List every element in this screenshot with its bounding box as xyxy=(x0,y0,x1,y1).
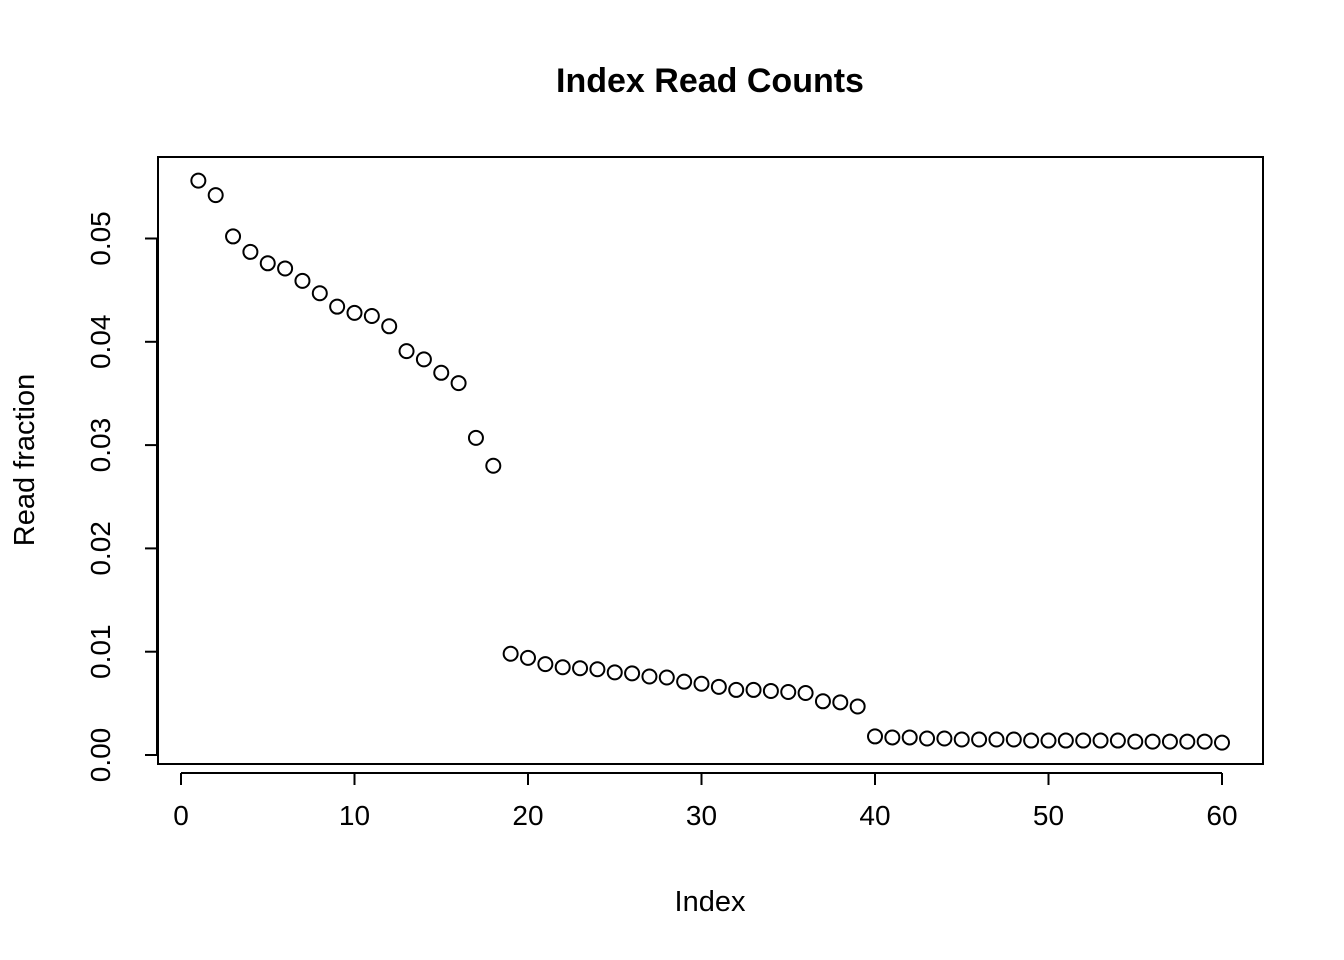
data-point xyxy=(849,698,866,715)
y-axis: 0.00 0.01 0.02 0.03 0.04 0.05 xyxy=(85,211,158,783)
y-tick-label: 0.05 xyxy=(85,211,116,266)
y-tick-label: 0.01 xyxy=(85,624,116,679)
data-point xyxy=(971,731,988,748)
chart-title: Index Read Counts xyxy=(556,62,864,100)
data-point xyxy=(329,298,346,315)
data-point xyxy=(814,693,831,710)
data-point xyxy=(554,659,571,676)
data-point xyxy=(433,364,450,381)
data-point xyxy=(450,375,467,392)
data-point xyxy=(1075,732,1092,749)
x-tick-label: 60 xyxy=(1206,800,1237,831)
data-point xyxy=(346,304,363,321)
data-point xyxy=(988,731,1005,748)
data-point xyxy=(485,457,502,474)
data-point xyxy=(953,731,970,748)
data-point xyxy=(1179,733,1196,750)
data-point xyxy=(884,729,901,746)
x-tick-label: 20 xyxy=(512,800,543,831)
x-tick-label: 50 xyxy=(1033,800,1064,831)
data-point xyxy=(277,260,294,277)
data-point xyxy=(259,255,276,272)
data-point xyxy=(363,307,380,324)
data-point xyxy=(780,683,797,700)
x-tick-label: 0 xyxy=(173,800,189,831)
data-point xyxy=(762,682,779,699)
y-tick-label: 0.04 xyxy=(85,315,116,370)
data-point xyxy=(1057,732,1074,749)
data-point xyxy=(1109,732,1126,749)
data-point xyxy=(398,343,415,360)
data-point xyxy=(867,728,883,745)
x-axis: 0 10 20 30 40 50 60 xyxy=(173,772,1238,831)
data-point xyxy=(415,351,432,368)
data-point xyxy=(1161,733,1178,750)
data-point xyxy=(624,665,641,682)
x-tick-label: 10 xyxy=(339,800,370,831)
plot-frame xyxy=(157,156,1264,765)
data-point xyxy=(381,318,398,335)
data-point xyxy=(710,678,727,695)
data-point xyxy=(1144,733,1161,750)
data-point xyxy=(242,243,259,260)
data-point xyxy=(572,660,589,677)
data-point xyxy=(745,681,762,698)
x-tick-label: 40 xyxy=(859,800,890,831)
data-point xyxy=(658,669,675,686)
data-point xyxy=(606,664,623,681)
data-point xyxy=(936,730,953,747)
y-axis-label: Read fraction xyxy=(9,374,41,547)
data-point xyxy=(520,649,536,666)
data-point xyxy=(207,187,224,204)
data-point xyxy=(467,429,484,446)
data-point xyxy=(190,172,207,189)
data-point xyxy=(1127,733,1144,750)
y-tick-label: 0.02 xyxy=(85,521,116,576)
data-point xyxy=(693,675,710,692)
data-point xyxy=(294,272,311,289)
data-point xyxy=(728,681,745,698)
data-points xyxy=(190,172,1230,751)
x-axis-label: Index xyxy=(675,886,746,918)
data-point xyxy=(1023,732,1040,749)
y-tick-label: 0.03 xyxy=(85,418,116,473)
data-point xyxy=(537,656,554,673)
data-point xyxy=(641,668,658,685)
data-point xyxy=(901,729,918,746)
x-tick-label: 30 xyxy=(686,800,717,831)
data-point xyxy=(1005,731,1022,748)
data-point xyxy=(502,645,519,662)
data-point xyxy=(797,685,814,702)
data-point xyxy=(832,694,849,711)
data-point xyxy=(225,228,242,245)
data-point xyxy=(1092,732,1109,749)
data-point xyxy=(919,730,936,747)
data-point xyxy=(311,285,328,302)
data-point xyxy=(1214,734,1230,751)
y-tick-label: 0.00 xyxy=(85,728,116,783)
data-point xyxy=(1040,732,1057,749)
data-point xyxy=(1196,733,1213,750)
data-point xyxy=(676,673,693,690)
data-point xyxy=(589,661,606,678)
